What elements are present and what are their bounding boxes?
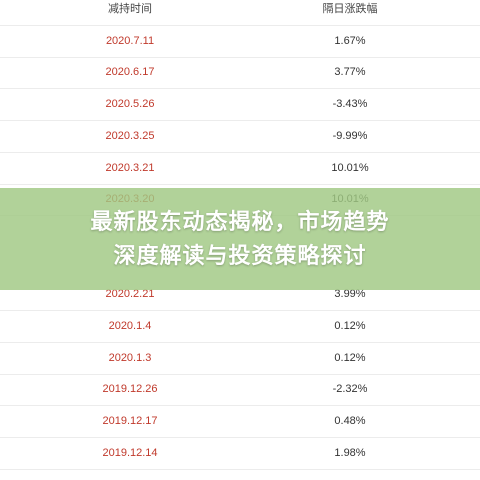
banner-line: 深度解读与投资策略探讨 [113, 243, 367, 268]
value-cell: 0.12% [334, 320, 366, 332]
table-row: 2020.7.11 1.67% [0, 26, 480, 58]
value-cell: 3.99% [334, 288, 366, 301]
table-row: 2020.2.21 3.99% [0, 279, 480, 312]
table-row: 2020.3.21 10.01% [0, 153, 480, 185]
value-cell: 3.77% [334, 66, 366, 79]
date-cell: 2019.12.17 [102, 415, 158, 428]
table-row: 2020.1.3 0.12% [0, 343, 480, 375]
table-row: 2019.12.14 1.98% [0, 438, 480, 470]
date-cell: 2020.7.11 [105, 34, 155, 47]
table-row: 2020.3.25 -9.99% [0, 121, 480, 153]
value-cell: 1.67% [334, 34, 366, 47]
value-cell: 1.98% [334, 446, 366, 459]
banner-line: 最新股东动态揭秘，市场趋势 [90, 209, 390, 234]
table-row: 2019.12.17 0.48% [0, 406, 480, 439]
date-cell: 2020.1.3 [108, 351, 152, 364]
header-cell: 隔日涨跌幅 [322, 3, 378, 15]
value-cell: 0.12% [334, 351, 366, 364]
value-cell: 0.48% [334, 415, 366, 428]
table-row: 2019.12.26 -2.32% [0, 374, 480, 407]
date-cell: 2020.6.17 [105, 66, 155, 79]
table-row: 2020.1.4 0.12% [0, 311, 480, 343]
header-row: 减持时间 隔日涨跌幅 [0, 0, 480, 26]
table-row: 2020.5.26 -3.43% [0, 89, 480, 122]
date-cell: 2019.12.14 [102, 446, 158, 459]
date-cell: 2020.5.26 [105, 98, 155, 111]
date-cell: 2019.12.26 [102, 383, 158, 396]
value-cell: -9.99% [332, 129, 368, 142]
date-cell: 2020.3.25 [105, 129, 155, 142]
value-cell: 10.01% [331, 161, 369, 174]
banner: 最新股东动态揭秘，市场趋势 深度解读与投资策略探讨 [0, 188, 480, 290]
value-cell: -3.43% [332, 98, 368, 111]
header-cell: 减持时间 [108, 3, 152, 15]
date-cell: 2020.3.21 [105, 161, 155, 174]
date-cell: 2020.1.4 [108, 320, 152, 332]
table-row: 2020.6.17 3.77% [0, 57, 480, 90]
date-cell: 2020.2.21 [105, 288, 155, 301]
value-cell: -2.32% [332, 383, 368, 396]
